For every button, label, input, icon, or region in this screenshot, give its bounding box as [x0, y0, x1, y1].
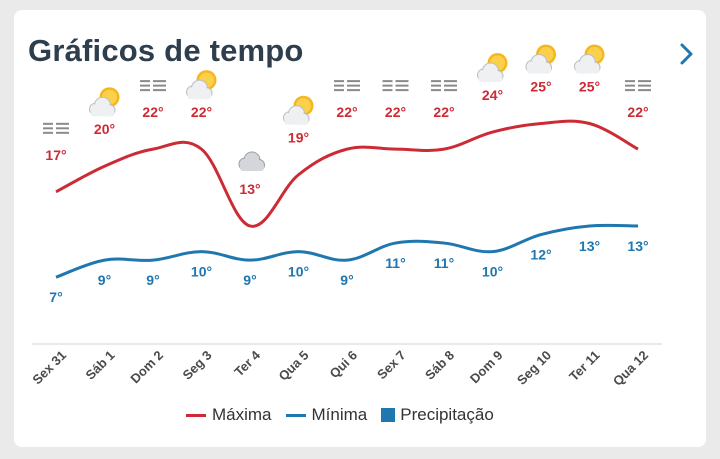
min-temp-label: 12°	[530, 247, 551, 263]
sun-cloud-icon	[89, 87, 120, 117]
chevron-right-icon[interactable]	[676, 40, 698, 68]
x-tick-label: Seg 10	[514, 348, 554, 388]
legend-min-swatch	[285, 413, 306, 417]
chart-legend: Máxima Mínima Precipitação	[186, 405, 508, 425]
max-temp-label: 13°	[239, 181, 260, 197]
min-temp-label: 9°	[146, 272, 159, 288]
fog-icon	[382, 80, 409, 92]
fog-icon	[334, 80, 360, 92]
x-tick-label: Dom 2	[127, 348, 166, 387]
series-line-max	[55, 119, 639, 228]
min-temp-label: 10°	[288, 264, 309, 280]
min-temp-label: 9°	[340, 272, 353, 288]
fog-icon	[140, 80, 166, 92]
x-tick-label: Sáb 8	[422, 348, 457, 383]
max-temp-label: 22°	[627, 104, 648, 120]
min-temp-label: 9°	[243, 272, 256, 288]
min-temp-label: 9°	[98, 272, 111, 288]
cloud-icon	[238, 151, 265, 171]
max-temp-label: 22°	[385, 104, 406, 120]
legend-max-label: Máxima	[212, 405, 272, 424]
min-temp-label: 11°	[385, 255, 405, 271]
max-temp-label: 24°	[482, 87, 503, 103]
fog-icon	[625, 80, 651, 92]
fog-icon	[43, 122, 69, 134]
max-temp-label: 19°	[288, 130, 309, 146]
sun-cloud-icon	[574, 44, 605, 74]
max-temp-label: 25°	[579, 79, 600, 95]
sun-cloud-icon	[477, 53, 508, 83]
max-temp-label: 25°	[530, 79, 551, 95]
x-tick-label: Dom 9	[467, 348, 506, 387]
legend-precip-swatch	[381, 408, 396, 422]
sun-cloud-icon	[283, 95, 314, 125]
min-temp-label: 10°	[191, 264, 212, 280]
x-tick-label: Qua 12	[610, 348, 651, 389]
min-temp-label: 11°	[434, 255, 454, 271]
legend-max-swatch	[186, 413, 206, 417]
min-temp-label: 7°	[49, 289, 62, 305]
min-temp-label: 13°	[579, 238, 600, 254]
fog-icon	[431, 80, 457, 92]
max-temp-label: 22°	[336, 104, 357, 120]
max-temp-label: 20°	[94, 121, 115, 137]
x-tick-label: Sex 31	[29, 348, 69, 388]
x-tick-label: Seg 3	[179, 348, 214, 383]
x-tick-label: Ter 4	[231, 347, 263, 379]
x-tick-label: Ter 11	[566, 348, 603, 385]
x-tick-label: Sex 7	[374, 348, 409, 383]
min-temp-label: 10°	[482, 264, 503, 280]
min-temp-label: 13°	[627, 238, 648, 254]
legend-min-label: Mínima	[311, 405, 368, 424]
sun-cloud-icon	[525, 44, 556, 74]
legend-min[interactable]: Mínima	[285, 405, 368, 425]
legend-max[interactable]: Máxima	[186, 405, 272, 425]
legend-precip[interactable]: Precipitação	[381, 405, 494, 425]
sun-cloud-icon	[186, 70, 217, 100]
weather-chart-card	[14, 10, 706, 447]
x-tick-label: Qui 6	[327, 348, 361, 382]
x-tick-label: Qua 5	[275, 348, 311, 384]
x-tick-label: Sáb 1	[82, 348, 117, 383]
legend-precip-label: Precipitação	[400, 405, 494, 424]
page-title: Gráficos de tempo	[28, 33, 304, 68]
max-temp-label: 22°	[433, 104, 454, 120]
max-temp-label: 22°	[142, 104, 163, 120]
max-temp-label: 17°	[45, 147, 66, 163]
series-line-min	[55, 223, 639, 279]
max-temp-label: 22°	[191, 104, 212, 120]
